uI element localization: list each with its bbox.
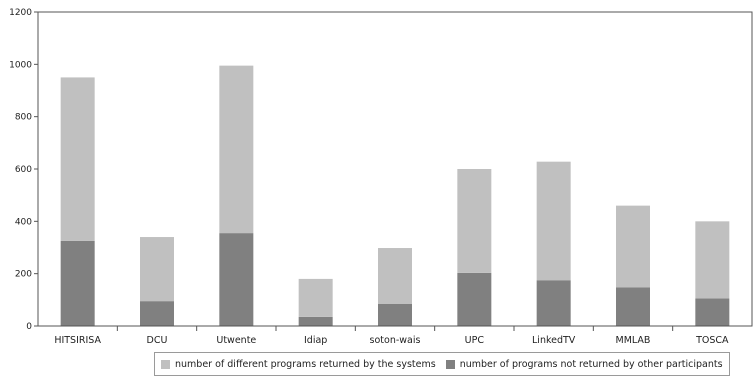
- y-tick-label: 1000: [9, 60, 32, 70]
- x-tick-label: MMLAB: [616, 335, 651, 346]
- legend-label-returned: number of different programs returned by…: [175, 358, 436, 370]
- bar-segment-not-returned-dcu: [140, 301, 174, 326]
- bar-segment-returned-upc: [457, 169, 492, 273]
- y-tick-label: 400: [15, 217, 32, 227]
- y-tick-label: 0: [26, 322, 32, 332]
- x-tick-label: UPC: [465, 335, 485, 346]
- bar-segment-not-returned-upc: [457, 272, 492, 326]
- y-tick-label: 600: [15, 165, 32, 175]
- x-tick-label: Idiap: [304, 335, 327, 346]
- y-tick-label: 1200: [9, 8, 32, 18]
- bar-segment-not-returned-linkedtv: [536, 280, 571, 326]
- y-tick-label: 200: [15, 270, 32, 280]
- bar-segment-returned-mmlab: [616, 205, 650, 288]
- bar-segment-returned-idiap: [298, 278, 333, 317]
- x-axis-ticks: HITSIRISA DCU Utwente Idiap soton-wais UPC Lin…: [54, 326, 729, 346]
- bar-segment-not-returned-idiap: [298, 316, 333, 326]
- legend: number of different programs returned by…: [154, 352, 730, 376]
- bar-segment-returned-linkedtv: [536, 161, 571, 281]
- x-tick-label: HITSIRISA: [54, 335, 101, 346]
- bar-segment-not-returned-mmlab: [616, 287, 650, 326]
- bar-segment-returned-dcu: [140, 237, 174, 302]
- x-tick-label: Utwente: [216, 335, 256, 346]
- x-tick-label: DCU: [147, 335, 168, 346]
- bar-segment-returned-hitsirisa: [60, 77, 95, 241]
- x-tick-label: soton-wais: [370, 335, 421, 346]
- bar-segment-not-returned-hitsirisa: [60, 240, 95, 326]
- bar-segment-not-returned-utwente: [219, 233, 254, 326]
- legend-item-not-returned: number of programs not returned by other…: [445, 358, 723, 370]
- legend-item-returned: number of different programs returned by…: [161, 359, 436, 370]
- legend-swatch-returned: [161, 359, 170, 369]
- x-tick-label: TOSCA: [695, 335, 729, 346]
- plot-frame: [37, 11, 753, 327]
- bar-segment-returned-utwente: [219, 65, 254, 234]
- legend-label-not-returned: number of programs not returned by other…: [459, 358, 723, 370]
- bar-segment-not-returned-soton-wais: [378, 303, 412, 326]
- y-axis-ticks: 0 200 400 600 800 1000 1200: [9, 8, 38, 332]
- bar-segment-returned-tosca: [695, 221, 730, 299]
- legend-swatch-not-returned: [445, 359, 455, 369]
- bar-segment-returned-soton-wais: [378, 248, 412, 304]
- bar-segment-not-returned-tosca: [695, 298, 730, 326]
- bars: [60, 65, 730, 326]
- x-tick-label: LinkedTV: [532, 335, 576, 346]
- y-tick-label: 800: [15, 113, 32, 123]
